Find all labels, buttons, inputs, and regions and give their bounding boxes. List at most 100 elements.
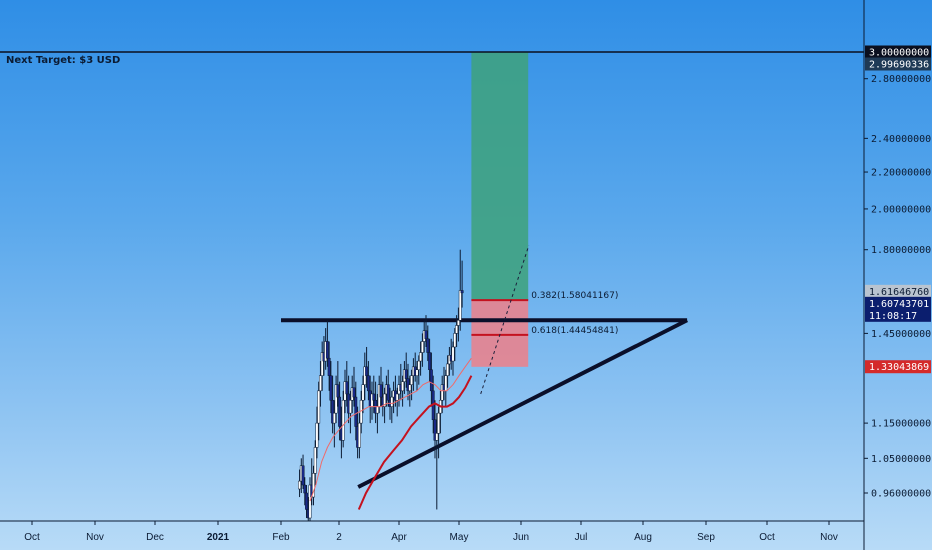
candle: [345, 361, 349, 407]
candle-body: [460, 290, 464, 294]
candle: [325, 320, 329, 367]
candle-body: [354, 396, 358, 427]
price-tag-label: 11:08:17: [869, 311, 917, 322]
candle-body: [332, 412, 336, 424]
time-tick-label: May: [450, 532, 469, 543]
candle: [348, 390, 352, 434]
time-axis: Oct Nov Dec 2021 Feb 2 Apr May Jun Jul Aug Sep Oct No…: [0, 520, 864, 543]
candle: [332, 400, 336, 448]
time-tick-label: 2021: [207, 532, 230, 543]
candle-body: [327, 357, 331, 376]
candle: [453, 328, 457, 362]
ema-slow-line: [357, 375, 473, 510]
candle-body: [315, 422, 319, 448]
price-tick-label: 1.15000000: [871, 419, 931, 430]
candle-body: [456, 320, 460, 326]
price-tick-label: 1.80000000: [871, 245, 931, 256]
candle-body: [366, 375, 370, 392]
candle: [420, 333, 424, 367]
projection-path: [480, 245, 530, 395]
price-tag-bg: [865, 296, 931, 310]
candle-body: [404, 369, 408, 379]
price-tag-bg: [865, 308, 931, 322]
price-axis: 3.600000002.800000002.400000002.20000000…: [863, 0, 931, 550]
candle-body: [420, 341, 424, 353]
candle-body: [308, 484, 312, 519]
candle-body: [444, 375, 448, 392]
candle-body: [325, 341, 329, 359]
price-tag-label: 1.61646760: [869, 287, 929, 298]
candle-body: [361, 384, 365, 401]
price-tag: 3.00000000: [865, 45, 931, 59]
candle: [341, 390, 345, 448]
time-tick-label: Dec: [146, 532, 164, 543]
candle: [456, 307, 460, 342]
candles: [298, 249, 464, 521]
candle-body: [352, 387, 356, 398]
candle: [301, 454, 305, 489]
candle: [361, 375, 365, 414]
candle: [404, 352, 408, 388]
price-tag-label: 2.99690336: [869, 60, 929, 71]
candle-body: [386, 384, 390, 401]
price-tag: 2.99690336: [865, 57, 931, 71]
candle-body: [372, 393, 376, 401]
candle: [313, 440, 317, 486]
candle: [357, 413, 361, 459]
price-tag: 1.61646760: [865, 284, 931, 298]
candle-body: [317, 390, 321, 424]
candle: [419, 341, 423, 376]
time-tick-label: Apr: [391, 532, 407, 543]
time-tick-label: Nov: [86, 532, 104, 543]
candle: [446, 355, 450, 388]
candle: [327, 341, 331, 391]
time-tick-label: Feb: [272, 532, 290, 543]
time-tick-label: Oct: [24, 532, 40, 543]
candle-body: [458, 290, 462, 321]
candle: [365, 346, 369, 388]
candle: [460, 260, 464, 308]
candle-body: [334, 384, 338, 414]
candle: [417, 355, 421, 385]
candle-body: [446, 363, 450, 376]
price-tag-bg: [865, 284, 931, 298]
price-tag: 1.33043869: [865, 360, 931, 374]
candle: [415, 361, 419, 391]
candle-body: [305, 492, 308, 510]
time-tick-label: Jul: [575, 532, 588, 543]
price-tag: 1.60743701: [865, 296, 931, 310]
time-tick-label: Nov: [820, 532, 838, 543]
candle: [336, 361, 340, 407]
price-tick-label: 2.20000000: [871, 168, 931, 179]
candle: [383, 387, 387, 424]
candle: [354, 381, 358, 441]
candle: [379, 366, 383, 407]
candle: [315, 406, 319, 459]
stop-zone: [471, 300, 529, 367]
time-tick-label: Jun: [513, 532, 529, 543]
candle-body: [329, 375, 333, 401]
ema-fast-line: [309, 357, 472, 502]
candle: [312, 465, 315, 506]
candle: [390, 390, 394, 424]
candle: [320, 341, 324, 391]
candle: [435, 413, 439, 510]
candle: [331, 375, 335, 434]
candle: [437, 406, 441, 459]
price-tag-label: 1.60743701: [869, 299, 929, 310]
price-tick-label: 1.45000000: [871, 329, 931, 340]
candle-body: [320, 352, 324, 376]
price-tick-label: 0.96000000: [871, 489, 931, 500]
chart-title: Next Target: $3 USD: [6, 55, 120, 66]
price-tick-label: 2.00000000: [871, 204, 931, 215]
candle-body: [312, 473, 315, 498]
candle: [429, 352, 433, 407]
candle: [374, 381, 378, 424]
candle-body: [390, 396, 394, 407]
candle-body: [318, 375, 322, 392]
candle-body: [348, 399, 352, 414]
candle-body: [440, 384, 444, 401]
candle: [428, 338, 432, 382]
candle-body: [336, 384, 340, 398]
